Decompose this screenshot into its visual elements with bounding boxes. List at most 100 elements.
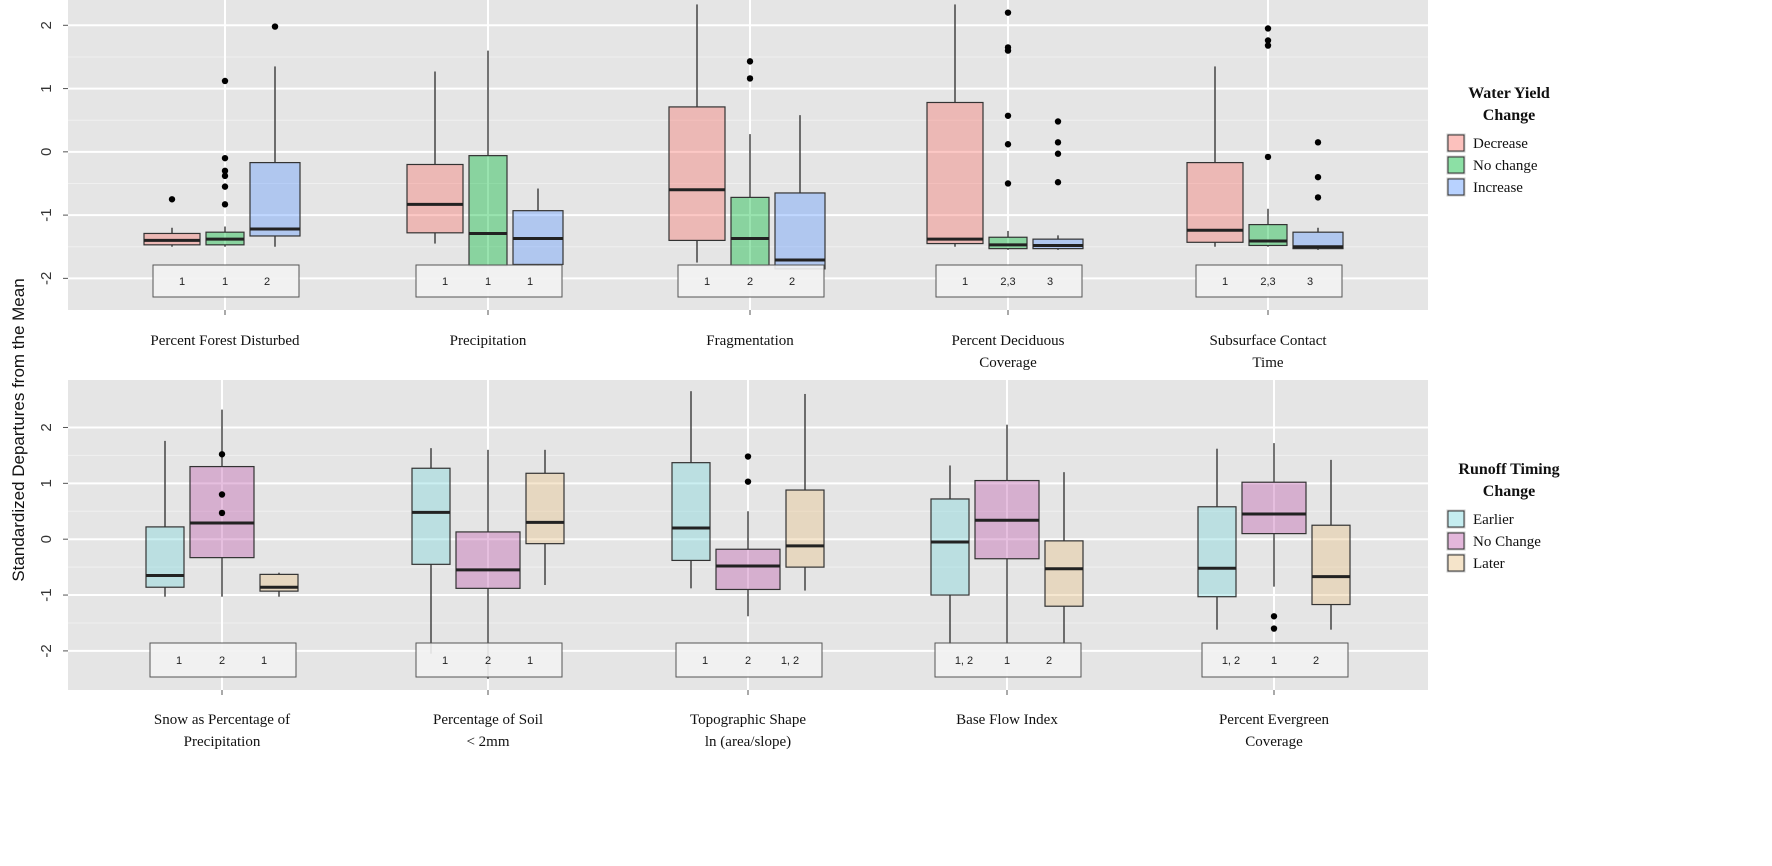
- outlier-point: [221, 183, 229, 190]
- outlier-point: [218, 451, 226, 458]
- legend-key-bg: [1446, 177, 1466, 197]
- box-earlier: [671, 462, 711, 562]
- group-4: 1, 2 1 2 Base Flow Index: [930, 424, 1084, 728]
- box-earlier: [930, 498, 970, 596]
- category-label: Coverage: [1245, 734, 1303, 750]
- legend-key-bg: [1446, 553, 1466, 573]
- group-1: 1 1 2 Percent Forest Disturbed: [143, 23, 301, 349]
- box-increase: [1292, 231, 1344, 250]
- legend-title: Change: [1483, 107, 1535, 124]
- category-label: Precipitation: [184, 734, 261, 750]
- group-1: 1 2 1 Snow as Percentage of Precipitation: [145, 409, 299, 750]
- legend-label: Increase: [1473, 180, 1523, 196]
- legend-key: [1447, 178, 1465, 196]
- significance-letter: 1: [442, 276, 448, 288]
- legend-key-bg: [1446, 531, 1466, 551]
- y-tick-label: 2: [38, 21, 55, 29]
- outlier-point: [221, 172, 229, 180]
- category-label: Fragmentation: [706, 333, 794, 349]
- significance-letter: 3: [1047, 276, 1053, 288]
- significance-letter: 2: [485, 655, 491, 667]
- significance-letter: 1: [179, 276, 185, 288]
- box-earlier: [145, 526, 185, 588]
- panel-1: 2 1 0 -1 -2 1 1 2 Percent Forest Disturbed 1 1 1 Pre…: [38, 0, 1550, 371]
- outlier-point: [1054, 118, 1062, 125]
- box-no-change: [715, 548, 781, 591]
- box-decrease: [926, 101, 984, 245]
- significance-letter: 1: [704, 276, 710, 288]
- group-4: 1 2,3 3 Percent Deciduous Coverage: [926, 4, 1084, 371]
- significance-letter: 1: [261, 655, 267, 667]
- box-later: [1311, 524, 1351, 606]
- significance-letter: 1: [442, 655, 448, 667]
- category-label: Percent Deciduous: [952, 333, 1065, 349]
- legend-label: No Change: [1473, 534, 1541, 550]
- significance-letter: 2: [1046, 655, 1052, 667]
- legend-key: [1447, 510, 1465, 528]
- legend-key-bg: [1446, 155, 1466, 175]
- group-3: 1 2 2 Fragmentation: [668, 4, 826, 349]
- outlier-point: [218, 509, 226, 517]
- category-label: Percentage of Soil: [433, 712, 543, 728]
- box-earlier: [411, 467, 451, 565]
- significance-letter: 3: [1307, 276, 1313, 288]
- group-3: 1 2 1, 2 Topographic Shape ln (area/slope): [671, 391, 825, 750]
- outlier-point: [1264, 37, 1272, 44]
- y-axis-title: Standardized Departures from the Mean: [9, 278, 28, 581]
- outlier-point: [1054, 139, 1062, 146]
- outlier-point: [221, 77, 229, 85]
- outlier-point: [1270, 625, 1278, 632]
- outlier-point: [1270, 613, 1278, 620]
- significance-letter: 1, 2: [781, 655, 799, 667]
- significance-letter: 1: [1271, 655, 1277, 667]
- outlier-point: [744, 478, 752, 485]
- outlier-point: [221, 154, 229, 162]
- outlier-point: [218, 491, 226, 498]
- significance-box: [1201, 642, 1349, 678]
- legend-key: [1447, 554, 1465, 572]
- y-tick-label: -2: [38, 644, 55, 657]
- outlier-point: [1004, 47, 1012, 54]
- outlier-point: [746, 75, 754, 82]
- box-later: [525, 472, 565, 545]
- box-no-change: [988, 236, 1028, 250]
- legend-label: No change: [1473, 158, 1538, 174]
- outlier-point: [1314, 139, 1322, 146]
- category-label: Snow as Percentage of: [154, 712, 290, 728]
- box-no-change: [1241, 481, 1307, 535]
- category-label: < 2mm: [466, 734, 509, 750]
- legend-key: [1447, 134, 1465, 152]
- outlier-point: [1054, 150, 1062, 157]
- significance-box: [415, 264, 563, 298]
- category-label: Subsurface Contact: [1209, 333, 1327, 349]
- category-label: Percent Evergreen: [1219, 712, 1330, 728]
- legend-title: Change: [1483, 483, 1535, 500]
- y-tick-label: -1: [38, 588, 55, 601]
- y-tick-label: 0: [38, 535, 55, 543]
- outlier-point: [1314, 194, 1322, 201]
- significance-letter: 1, 2: [1222, 655, 1240, 667]
- legend-key-bg: [1446, 133, 1466, 153]
- outlier-point: [271, 23, 279, 30]
- legend-1: Water Yield Change Decrease No change Increa…: [1446, 85, 1550, 197]
- box-earlier: [1197, 506, 1237, 598]
- significance-box: [149, 642, 297, 678]
- significance-letter: 2: [747, 276, 753, 288]
- significance-letter: 1: [962, 276, 968, 288]
- significance-box: [152, 264, 300, 298]
- box-later: [785, 489, 825, 568]
- outlier-point: [221, 201, 229, 208]
- legend-title: Runoff Timing: [1458, 461, 1559, 478]
- group-5: 1, 2 1 2 Percent Evergreen Coverage: [1197, 443, 1351, 750]
- outlier-point: [746, 58, 754, 65]
- group-2: 1 2 1 Percentage of Soil < 2mm: [411, 448, 565, 750]
- significance-letter: 1: [1222, 276, 1228, 288]
- outlier-point: [1314, 173, 1322, 181]
- outlier-point: [744, 453, 752, 460]
- category-label: ln (area/slope): [705, 734, 791, 750]
- y-tick-label: -1: [38, 208, 55, 221]
- y-tick-label: 1: [38, 84, 55, 92]
- legend-title: Water Yield: [1468, 85, 1550, 102]
- category-label: Percent Forest Disturbed: [150, 333, 300, 349]
